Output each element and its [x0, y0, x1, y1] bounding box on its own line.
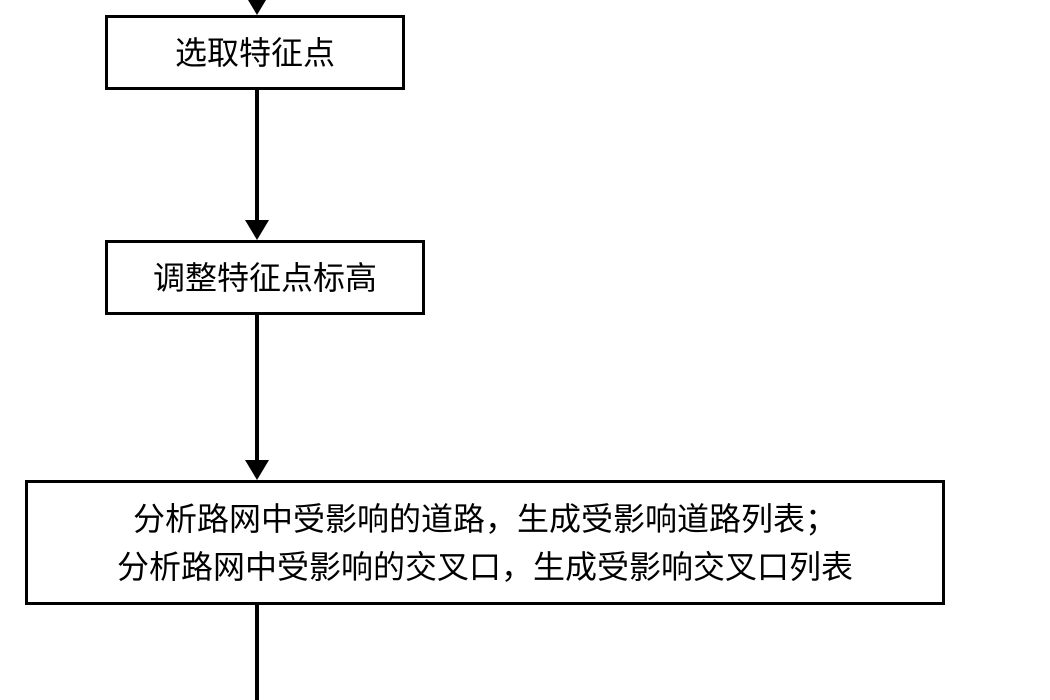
flowchart-node-label: 分析路网中受影响的道路，生成受影响道路列表； 分析路网中受影响的交叉口，生成受影…: [117, 495, 853, 591]
flowchart-arrow-head-1: [245, 220, 269, 240]
flowchart-arrow-head-2: [245, 460, 269, 480]
flowchart-arrow-head-top: [245, 0, 269, 15]
flowchart-node-label: 调整特征点标高: [153, 254, 377, 302]
flowchart-arrow-line-bottom: [255, 605, 259, 700]
flowchart-node-select-feature-points: 选取特征点: [105, 15, 405, 90]
flowchart-node-analyze-network: 分析路网中受影响的道路，生成受影响道路列表； 分析路网中受影响的交叉口，生成受影…: [25, 480, 945, 605]
flowchart-arrow-line-2: [255, 315, 259, 460]
flowchart-node-label: 选取特征点: [175, 29, 335, 77]
flowchart-arrow-line-1: [255, 90, 259, 220]
flowchart-node-adjust-feature-elevation: 调整特征点标高: [105, 240, 425, 315]
